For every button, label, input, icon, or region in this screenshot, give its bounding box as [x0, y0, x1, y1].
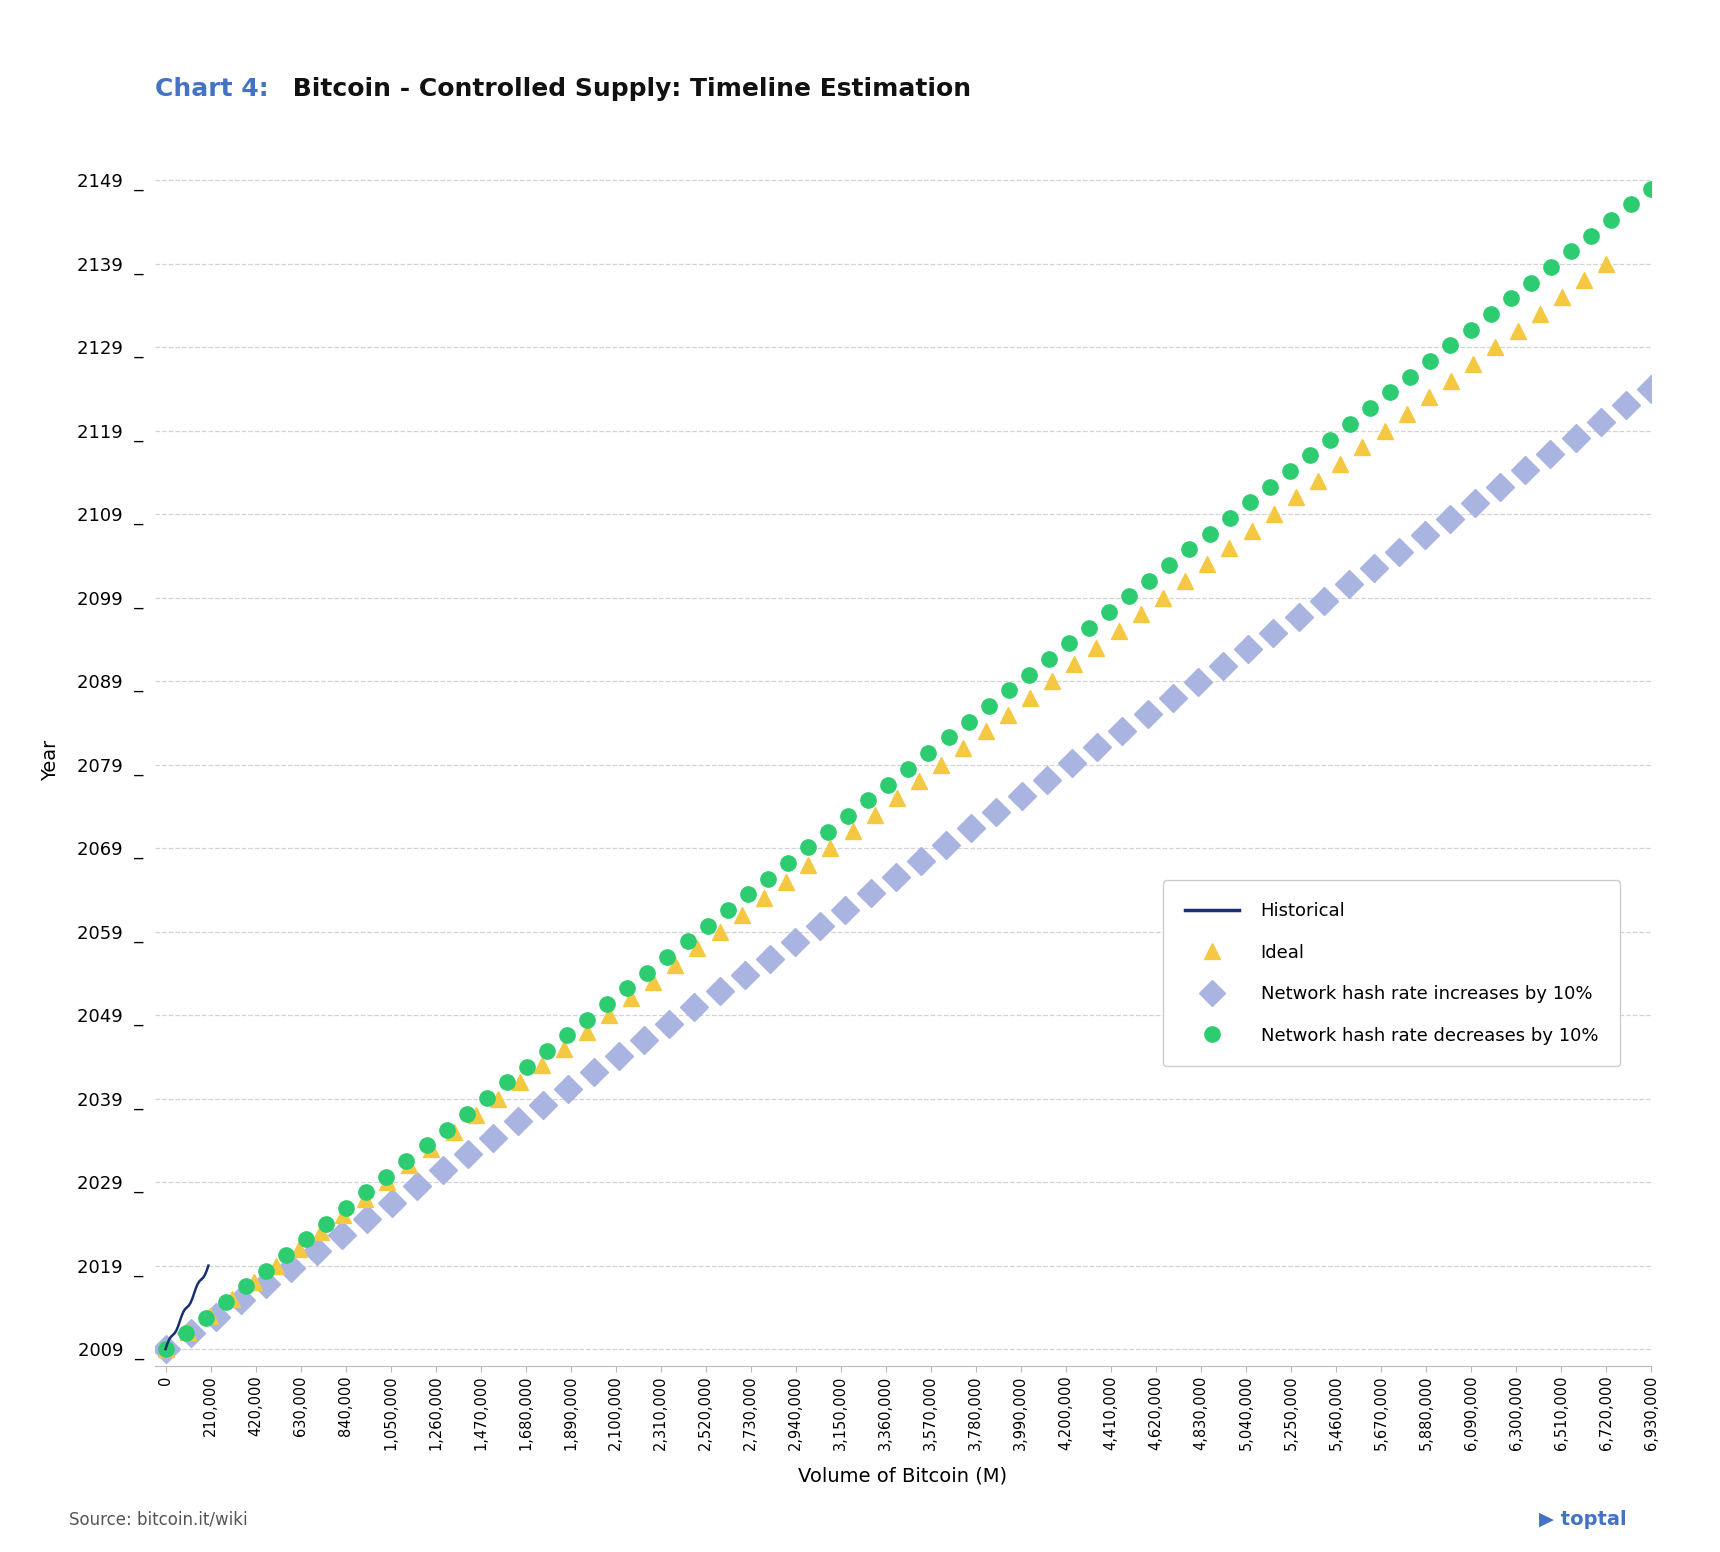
Y-axis label: Year: Year	[41, 740, 60, 781]
Legend: Historical, Ideal, Network hash rate increases by 10%, Network hash rate decreas: Historical, Ideal, Network hash rate inc…	[1163, 880, 1620, 1066]
X-axis label: Volume of Bitcoin (M): Volume of Bitcoin (M)	[798, 1467, 1008, 1485]
Text: Source: bitcoin.it/wiki: Source: bitcoin.it/wiki	[69, 1510, 248, 1529]
Text: ▶ toptal: ▶ toptal	[1539, 1510, 1627, 1529]
Text: Chart 4:: Chart 4:	[155, 78, 268, 101]
Text: Bitcoin - Controlled Supply: Timeline Estimation: Bitcoin - Controlled Supply: Timeline Es…	[284, 78, 970, 101]
